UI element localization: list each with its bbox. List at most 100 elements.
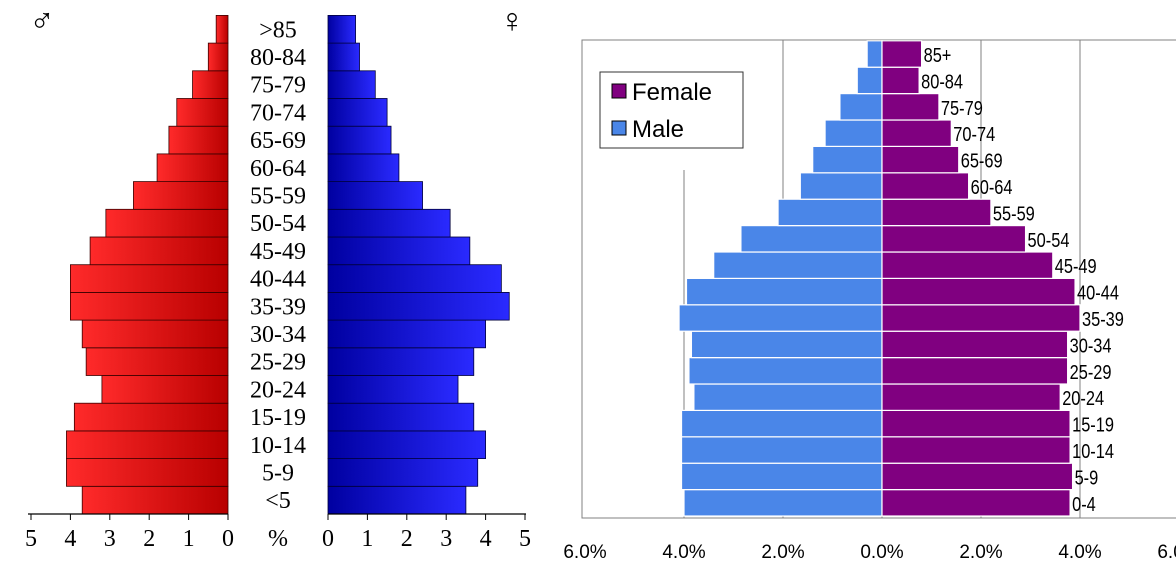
- age-label-10-14: 10-14: [250, 433, 306, 459]
- age-label-5-9: 5-9: [262, 460, 294, 486]
- x-tick-label: 2.0%: [761, 542, 804, 563]
- bar-female-25-29: [327, 347, 475, 376]
- legend-swatch-male: [611, 120, 627, 136]
- age-label-30-34: 30-34: [1070, 334, 1112, 357]
- age-label-65-69: 65-69: [250, 128, 306, 154]
- x-tick-label: 4: [480, 526, 492, 552]
- age-label-0-4: 0-4: [1072, 492, 1096, 515]
- age-label-5-9: 5-9: [1075, 466, 1099, 489]
- male-symbol-icon: ♂: [29, 3, 55, 40]
- bar-female-30-34: [327, 319, 487, 349]
- bar-female-85: [327, 14, 356, 44]
- age-label-45-49: 45-49: [250, 239, 306, 265]
- age-label-25-29: 25-29: [1070, 360, 1112, 383]
- age-label-25-29: 25-29: [250, 350, 306, 376]
- chart-1-svg: <55-910-1415-1920-2425-2930-3435-3940-44…: [25, 3, 531, 552]
- x-tick-label: 0: [222, 526, 234, 552]
- bar-female-65-69: [881, 145, 960, 174]
- female-symbol-icon: ♀: [499, 3, 525, 40]
- bar-female-0-4: [881, 489, 1071, 517]
- age-label-65-69: 65-69: [961, 149, 1003, 172]
- age-label-30-34: 30-34: [250, 322, 306, 348]
- bar-male-0-4: [683, 489, 883, 517]
- bar-male-25-29: [85, 347, 229, 376]
- x-tick-label: 2: [401, 526, 413, 552]
- bar-male-20-24: [693, 383, 883, 411]
- chart-2-svg: 0-4 5-9 10-14 15-19 20-24 25-29 30-34 35-39 40-4…: [563, 39, 1176, 563]
- bar-male-50-54: [740, 225, 883, 253]
- bar-female-35-39: [881, 304, 1081, 332]
- age-group-labels: 0-4 5-9 10-14 15-19 20-24 25-29 30-34 35-39 40-4…: [921, 43, 1124, 515]
- bar-female-70-74: [881, 119, 952, 147]
- x-tick-label: 4.0%: [662, 542, 705, 563]
- age-label-70-74: 70-74: [953, 123, 995, 146]
- bar-female-10-14: [881, 436, 1071, 464]
- age-label-10-14: 10-14: [1072, 439, 1114, 462]
- bar-male-60-64: [799, 172, 883, 200]
- bar-male-65-69: [168, 125, 229, 155]
- bar-male-60-64: [156, 153, 229, 182]
- bar-male-5-9: [680, 462, 883, 491]
- bar-male-65-69: [812, 145, 883, 174]
- bar-female-15-19: [327, 402, 475, 432]
- x-tick-label: 2: [143, 526, 155, 552]
- age-label-35-39: 35-39: [1082, 307, 1124, 330]
- bar-male-5-9: [66, 458, 229, 487]
- chart-pyramid-percent: 0-4 5-9 10-14 15-19 20-24 25-29 30-34 35-39 40-4…: [540, 0, 1176, 578]
- x-tick-label: 3: [440, 526, 452, 552]
- x-tick-label: 4: [64, 526, 76, 552]
- x-tick-label: 5: [25, 526, 37, 552]
- age-label-50-54: 50-54: [250, 211, 306, 237]
- x-tick-label: 1: [361, 526, 373, 552]
- age-label-60-64: 60-64: [250, 156, 306, 182]
- bar-female-75-79: [327, 70, 376, 99]
- bar-female-65-69: [327, 125, 392, 155]
- x-tick-label: 0: [322, 526, 334, 552]
- bar-female-15-19: [881, 409, 1071, 438]
- age-label-55-59: 55-59: [993, 202, 1035, 225]
- bar-female-50-54: [327, 208, 451, 238]
- bar-female-80-84: [327, 42, 360, 72]
- bar-female-30-34: [881, 330, 1069, 359]
- age-label-40-44: 40-44: [250, 267, 306, 293]
- age-label-45-49: 45-49: [1055, 255, 1097, 278]
- x-tick-label: 1: [183, 526, 195, 552]
- bar-female-50-54: [881, 225, 1027, 253]
- bar-male-15-19: [73, 402, 229, 432]
- age-label-55-59: 55-59: [250, 183, 306, 209]
- age-label-35-39: 35-39: [250, 294, 306, 320]
- bar-male-35-39: [70, 291, 229, 321]
- bar-female-40-44: [881, 277, 1076, 306]
- age-group-labels: <55-910-1415-1920-2425-2930-3435-3940-44…: [250, 17, 306, 514]
- legend-swatch-female: [611, 83, 627, 99]
- bar-female-80-84: [881, 66, 920, 95]
- bar-female-5-9: [327, 458, 479, 487]
- x-tick-label: 6.0%: [563, 542, 606, 563]
- bar-male-30-34: [81, 319, 229, 349]
- bar-female-40-44: [327, 264, 502, 293]
- chart-male-female-pyramid: <5 5-9 10-14 15-19 20-24 25-29 30-34 35-39 40-44…: [0, 0, 540, 578]
- x-axes: 5 4 3 2 1 0% 0 1 2 3 4 5: [25, 513, 531, 552]
- bar-male-50-54: [105, 208, 229, 238]
- bar-male-40-44: [70, 264, 229, 293]
- age-label-40-44: 40-44: [1077, 281, 1119, 304]
- bar-male-70-74: [824, 119, 883, 147]
- x-tick-label: 3: [104, 526, 116, 552]
- age-label-50-54: 50-54: [1028, 228, 1070, 251]
- bar-male-10-14: [66, 430, 229, 459]
- age-label-75-79: 75-79: [250, 73, 306, 99]
- x-tick-labels: 6.0% 4.0% 2.0% 0.0% 2.0% 4.0% 6.0%: [563, 542, 1176, 563]
- x-axis-label: %: [268, 526, 288, 552]
- bar-female-25-29: [881, 357, 1069, 385]
- age-label-85: >85: [259, 17, 297, 43]
- age-label-70-74: 70-74: [250, 100, 306, 126]
- bar-male-80-84: [856, 66, 883, 95]
- bar-male-5: [81, 485, 229, 515]
- bar-female-55-59: [327, 181, 423, 210]
- age-label-15-19: 15-19: [250, 405, 306, 431]
- bar-female-75-79: [881, 92, 940, 121]
- bar-male-40-44: [685, 277, 883, 306]
- bar-male-75-79: [192, 70, 229, 99]
- bar-male-30-34: [690, 330, 883, 359]
- legend-label-female: Female: [632, 79, 712, 106]
